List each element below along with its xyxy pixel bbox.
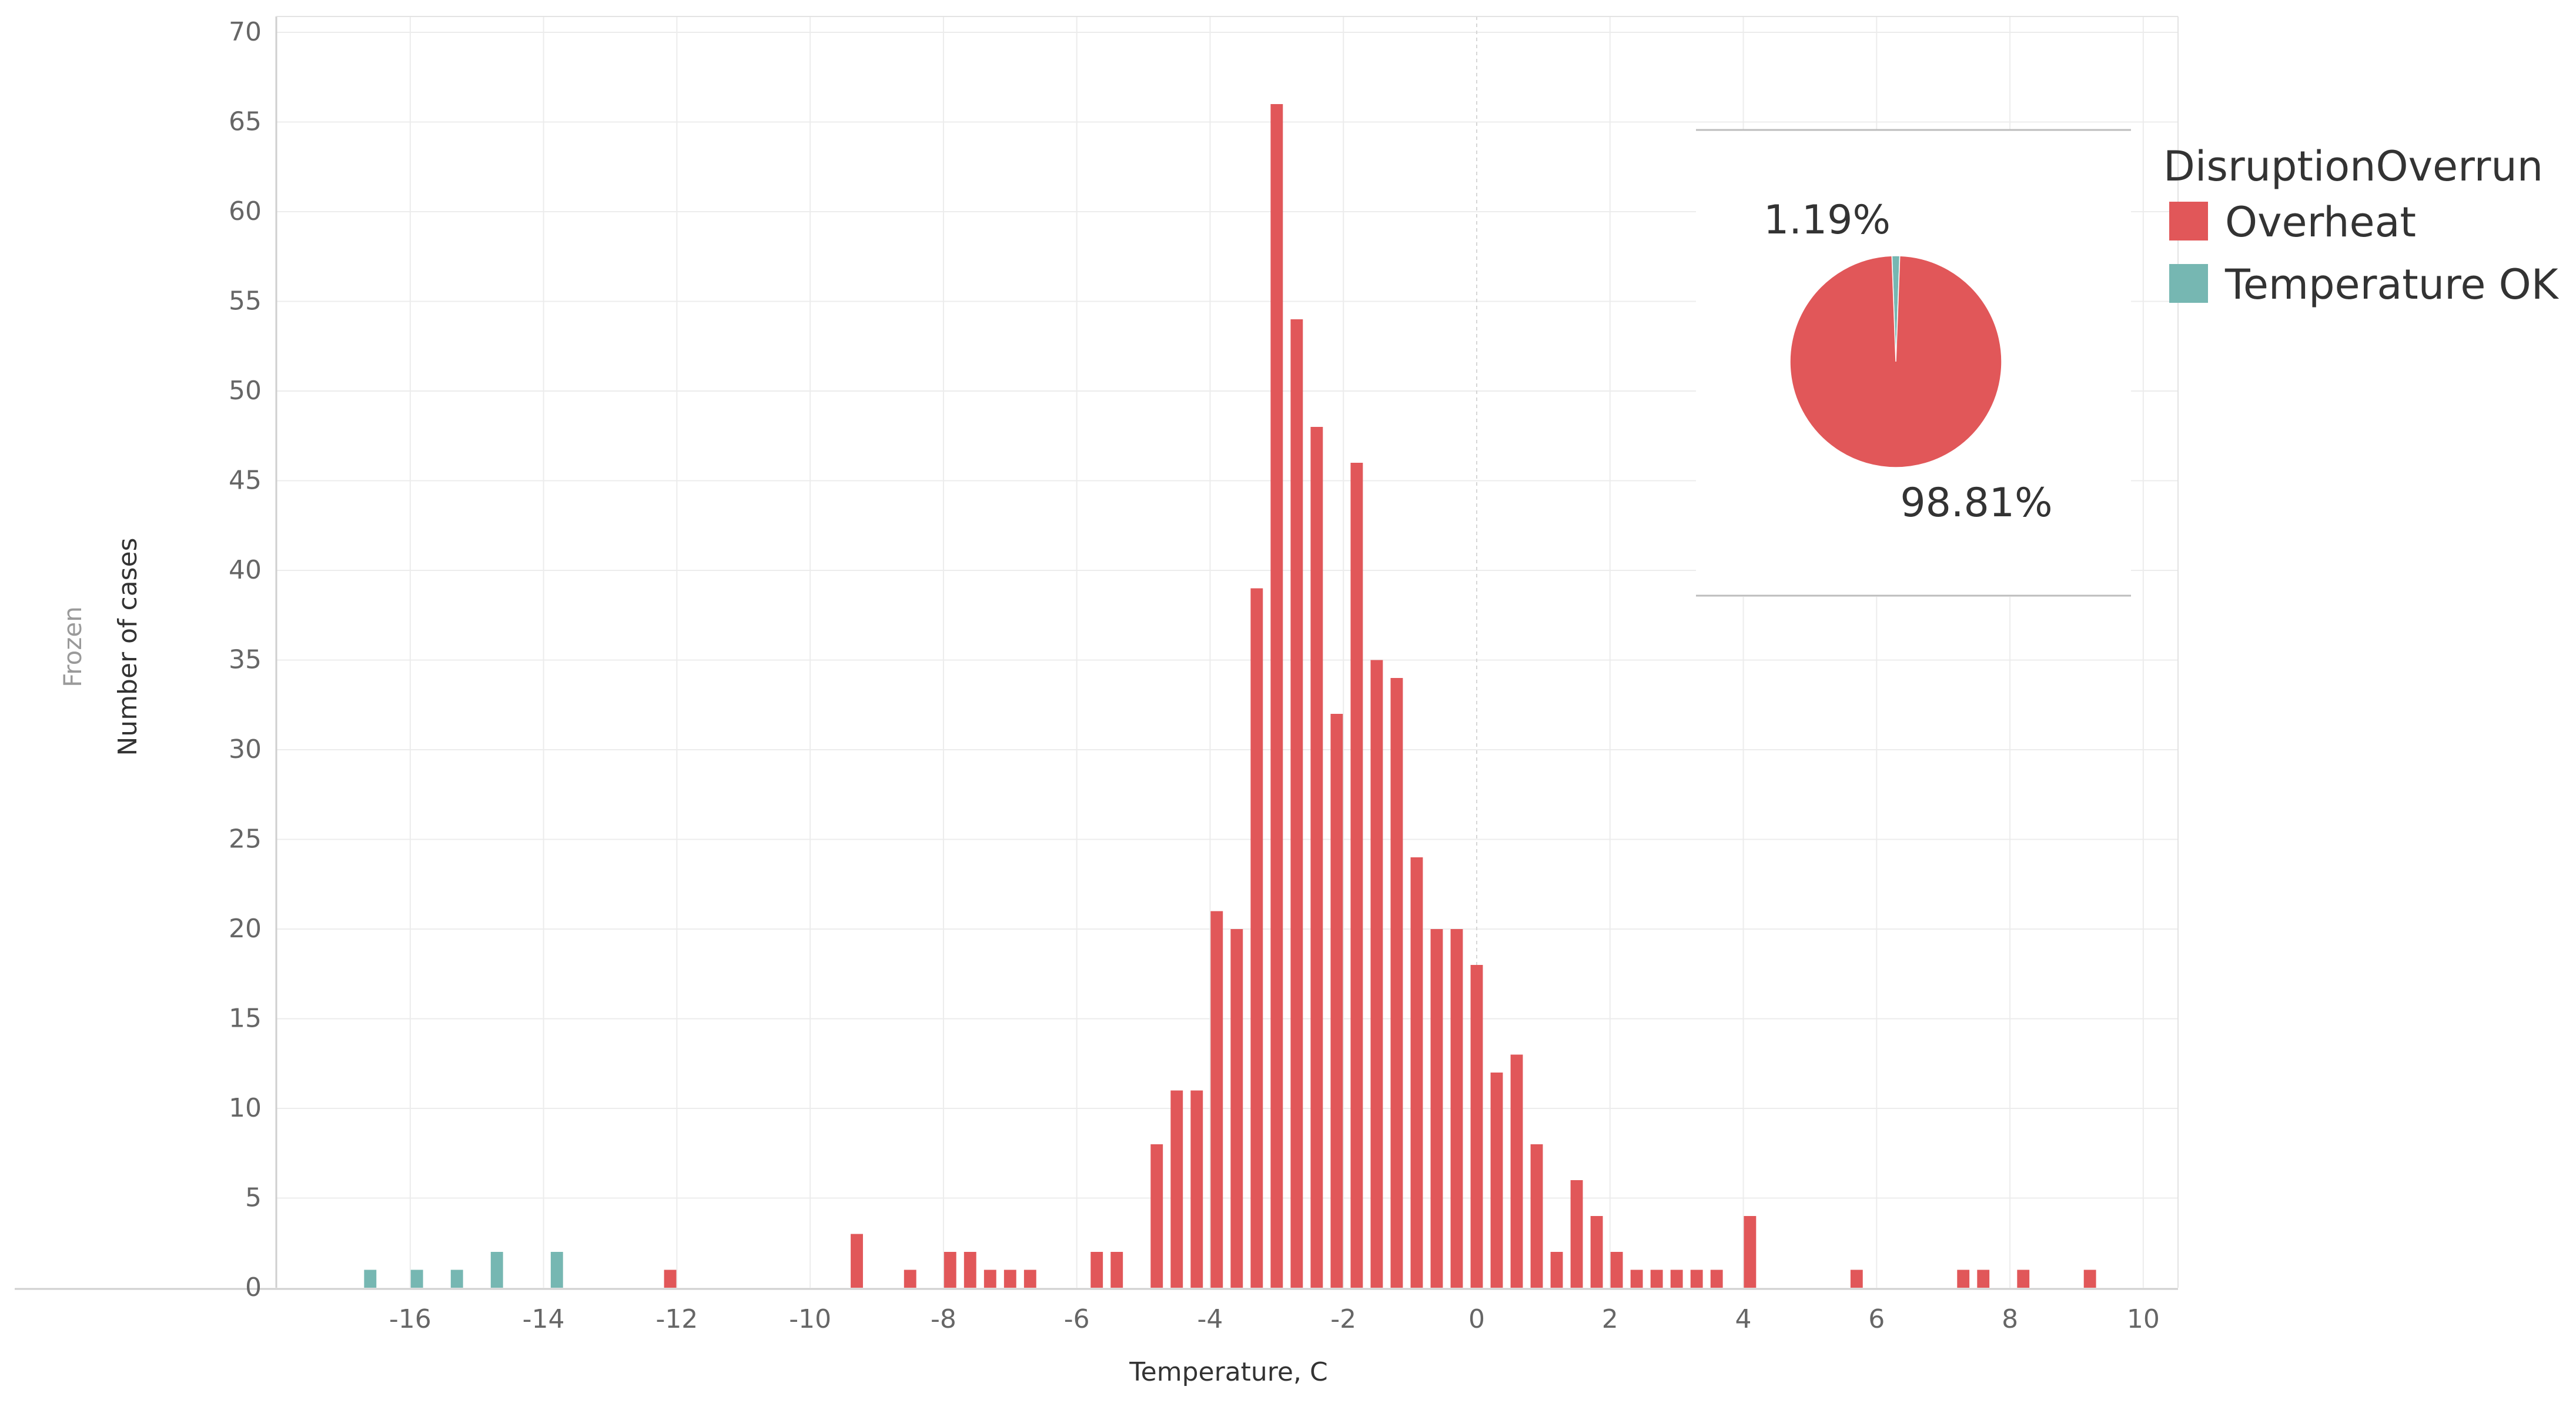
x-tick-label: 0 [1468, 1304, 1485, 1334]
pie-label-overheat: 98.81% [1900, 480, 2052, 526]
y-tick-label: 45 [229, 466, 262, 496]
bar-overheat[interactable] [1170, 1090, 1183, 1288]
bar-overheat[interactable] [1210, 911, 1223, 1288]
bar-overheat[interactable] [983, 1270, 996, 1288]
y-tick-label: 60 [229, 196, 262, 226]
y-tick-label: 50 [229, 376, 262, 406]
bar-overheat[interactable] [1023, 1270, 1036, 1288]
y-tick-label: 25 [229, 824, 262, 854]
bar-overheat[interactable] [1977, 1270, 1990, 1288]
histogram-bars[interactable] [364, 104, 2096, 1288]
legend-title: DisruptionOverrun [2163, 142, 2543, 191]
bar-overheat[interactable] [1190, 1090, 1203, 1288]
bar-overheat[interactable] [1290, 319, 1303, 1288]
bar-overheat[interactable] [1410, 857, 1423, 1288]
bar-overheat[interactable] [1090, 1252, 1103, 1288]
x-tick-label: -4 [1197, 1304, 1223, 1334]
x-tick-label: 8 [2002, 1304, 2018, 1334]
bar-overheat[interactable] [964, 1252, 976, 1288]
bar-overheat[interactable] [1690, 1270, 1703, 1288]
y-tick-label: 10 [229, 1093, 262, 1123]
bar-overheat[interactable] [1270, 104, 1283, 1288]
bar-overheat[interactable] [2083, 1270, 2096, 1288]
bar-overheat[interactable] [1510, 1054, 1523, 1288]
x-tick-label: -2 [1330, 1304, 1356, 1334]
pie-label-temperature-ok: 1.19% [1764, 197, 1891, 243]
x-axis-label: Temperature, C [1129, 1357, 1327, 1387]
legend: DisruptionOverrun Overheat Temperature O… [2163, 142, 2560, 309]
bar-overheat[interactable] [1550, 1252, 1563, 1288]
x-tick-label: 10 [2127, 1304, 2160, 1334]
y-tick-label: 35 [229, 645, 262, 675]
bar-overheat[interactable] [1590, 1216, 1603, 1288]
bar-overheat[interactable] [851, 1234, 863, 1288]
bar-temperature-ok[interactable] [410, 1270, 423, 1288]
y-tick-label: 65 [229, 107, 262, 137]
y-axis-secondary-label: Frozen [58, 606, 87, 687]
legend-label-overheat[interactable]: Overheat [2225, 198, 2416, 246]
bar-overheat[interactable] [1670, 1270, 1683, 1288]
bar-overheat[interactable] [1450, 929, 1463, 1288]
x-tick-label: 2 [1602, 1304, 1618, 1334]
x-tick-label: 4 [1735, 1304, 1752, 1334]
bar-overheat[interactable] [1230, 929, 1243, 1288]
bar-overheat[interactable] [2017, 1270, 2030, 1288]
bar-temperature-ok[interactable] [450, 1270, 463, 1288]
pie-panel: 1.19% 98.81% [1696, 129, 2131, 597]
bar-overheat[interactable] [944, 1252, 956, 1288]
bar-overheat[interactable] [1744, 1216, 1757, 1288]
y-tick-label: 30 [229, 734, 262, 764]
x-tick-label: -12 [655, 1304, 698, 1334]
bar-overheat[interactable] [1003, 1270, 1016, 1288]
bar-overheat[interactable] [1570, 1180, 1583, 1288]
bar-overheat[interactable] [1630, 1270, 1643, 1288]
y-tick-label: 55 [229, 286, 262, 316]
x-tick-label: -8 [931, 1304, 956, 1334]
y-tick-label: 40 [229, 555, 262, 585]
y-tick-label: 70 [229, 17, 262, 47]
x-tick-label: -10 [789, 1304, 831, 1334]
bar-overheat[interactable] [1530, 1144, 1543, 1288]
bar-overheat[interactable] [1490, 1073, 1503, 1288]
bar-overheat[interactable] [664, 1270, 677, 1288]
y-tick-label: 15 [229, 1004, 262, 1034]
bar-overheat[interactable] [1150, 1144, 1163, 1288]
y-tick-label: 5 [245, 1183, 262, 1213]
bar-overheat[interactable] [1470, 965, 1483, 1288]
pie-slice-overheat[interactable] [1789, 255, 2002, 468]
bar-overheat[interactable] [1110, 1252, 1123, 1288]
bar-temperature-ok[interactable] [550, 1252, 563, 1288]
x-tick-label: -14 [523, 1304, 565, 1334]
legend-swatch-overheat[interactable] [2169, 202, 2208, 240]
bar-overheat[interactable] [1370, 660, 1383, 1288]
bar-overheat[interactable] [904, 1270, 916, 1288]
bar-overheat[interactable] [1710, 1270, 1723, 1288]
legend-swatch-temperature-ok[interactable] [2169, 264, 2208, 303]
legend-label-temperature-ok[interactable]: Temperature OK [2224, 260, 2560, 309]
bar-overheat[interactable] [1610, 1252, 1623, 1288]
y-axis-label: Number of cases [113, 537, 143, 756]
x-tick-label: 6 [1868, 1304, 1885, 1334]
bar-overheat[interactable] [1330, 714, 1343, 1288]
bar-overheat[interactable] [1957, 1270, 1970, 1288]
bar-overheat[interactable] [1310, 427, 1323, 1288]
bar-overheat[interactable] [1430, 929, 1443, 1288]
x-tick-label: -16 [389, 1304, 431, 1334]
x-tick-label: -6 [1064, 1304, 1090, 1334]
bar-overheat[interactable] [1350, 463, 1363, 1288]
pie-chart[interactable] [1789, 255, 2002, 468]
bar-overheat[interactable] [1650, 1270, 1663, 1288]
y-tick-label: 20 [229, 914, 262, 944]
bar-overheat[interactable] [1390, 678, 1403, 1288]
bar-temperature-ok[interactable] [490, 1252, 503, 1288]
y-tick-label: 0 [245, 1272, 262, 1302]
bar-overheat[interactable] [1850, 1270, 1863, 1288]
bar-overheat[interactable] [1250, 588, 1263, 1288]
bar-temperature-ok[interactable] [364, 1270, 377, 1288]
